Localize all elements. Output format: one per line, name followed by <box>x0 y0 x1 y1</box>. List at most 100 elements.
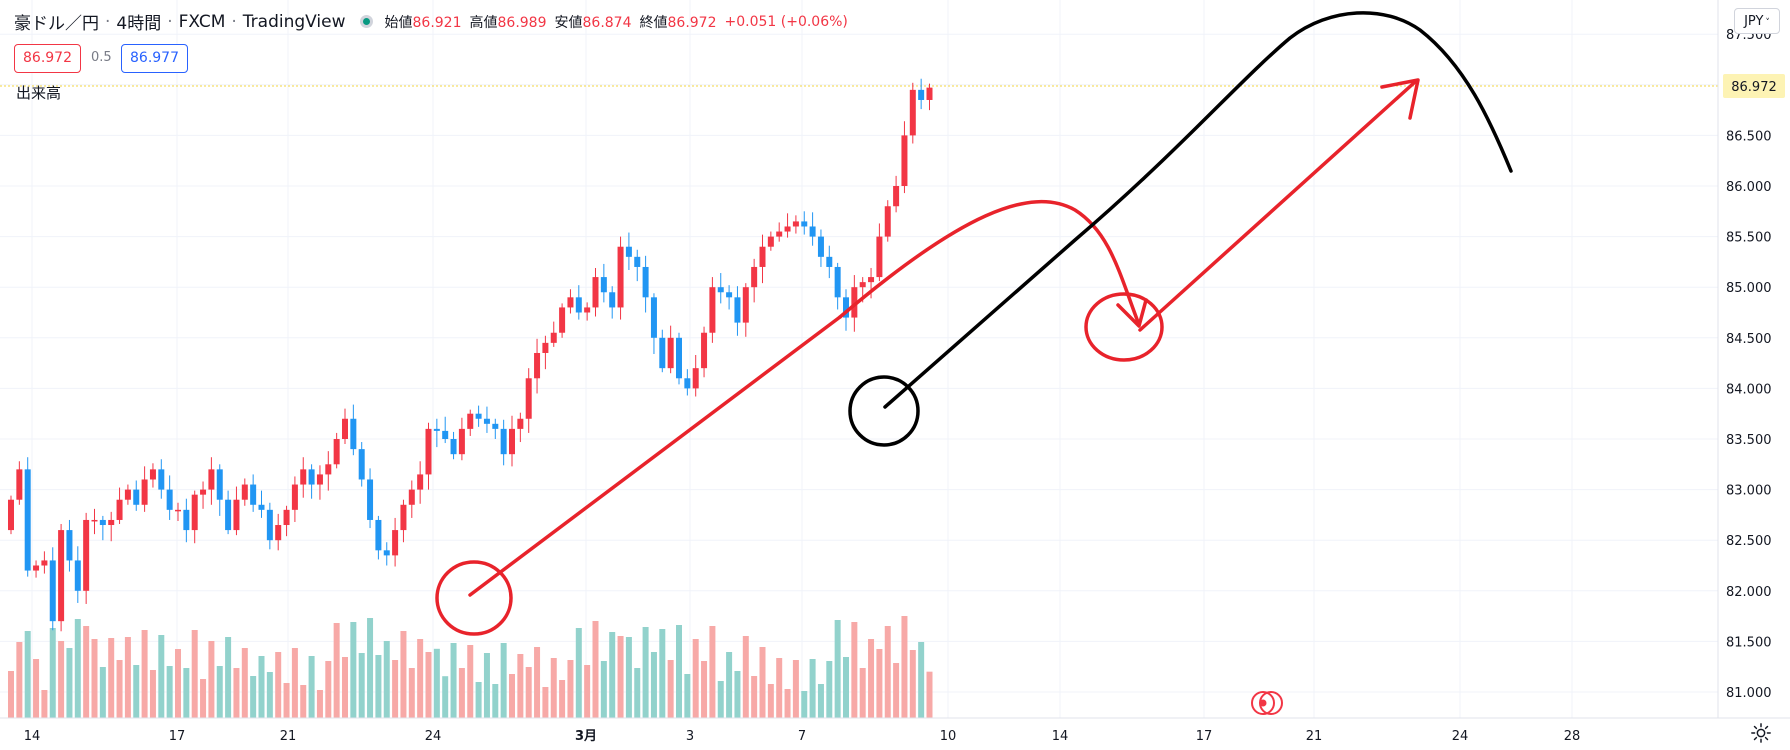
time-tick-label: 17 <box>169 729 186 744</box>
candle <box>567 289 574 314</box>
candle <box>300 457 307 498</box>
candle <box>542 335 549 370</box>
volume-bar <box>316 690 323 718</box>
low-label: 安値 <box>554 14 583 31</box>
time-tick-label: 24 <box>425 729 442 744</box>
candle <box>116 487 123 525</box>
symbol-header[interactable]: 豪ドル／円 · 4時間 · FXCM · TradingView 始値86.92… <box>14 9 848 35</box>
volume-bar <box>584 665 591 718</box>
last-price-tag: 86.972 <box>1723 74 1785 98</box>
volume-bar <box>767 684 774 718</box>
volume-indicator-label[interactable]: 出来高 <box>16 84 62 102</box>
candle <box>33 560 40 578</box>
volume-bar <box>408 668 415 718</box>
red-arc <box>838 199 1140 324</box>
volume-bar <box>634 668 641 718</box>
volume-bar <box>901 616 908 718</box>
low-value: 86.874 <box>582 14 632 31</box>
red-circle-right <box>1084 292 1164 362</box>
time-tick-label: 21 <box>280 729 297 744</box>
separator: · <box>167 11 173 32</box>
volume-bar <box>283 683 290 718</box>
ohlc-close: 終値86.972 <box>640 12 717 32</box>
volume-bar <box>642 627 649 718</box>
volume-bar <box>684 674 691 718</box>
candle <box>367 468 374 529</box>
volume-bar <box>534 647 541 718</box>
volume-bar <box>216 666 223 718</box>
candle <box>667 325 674 374</box>
volume-bar <box>333 623 340 718</box>
ask-price-button[interactable]: 86.977 <box>121 44 188 73</box>
time-axis[interactable]: 14 17 21 24 3月 3 7 10 14 17 21 24 28 <box>24 729 1581 744</box>
candle <box>650 293 657 354</box>
candle <box>884 200 891 242</box>
gear-icon[interactable] <box>1750 722 1772 744</box>
candle <box>200 481 207 509</box>
time-tick-label: 14 <box>24 729 41 744</box>
candle <box>609 286 616 319</box>
high-value: 86.989 <box>497 14 547 31</box>
candle <box>417 461 424 504</box>
candle <box>400 499 407 543</box>
candle <box>617 236 624 320</box>
change-value: +0.051 (+0.06%) <box>724 13 848 30</box>
time-tick-label: 14 <box>1052 729 1069 744</box>
bid-price-button[interactable]: 86.972 <box>14 44 81 73</box>
volume-bar <box>358 653 365 718</box>
volume-bar <box>817 684 824 718</box>
candle <box>183 498 190 543</box>
market-status-dot-icon[interactable] <box>359 15 373 28</box>
symbol-name[interactable]: 豪ドル／円 <box>14 14 99 34</box>
candle <box>208 457 215 505</box>
price-tick-label: 84.500 <box>1726 332 1772 347</box>
candle <box>250 474 257 512</box>
candle <box>809 212 816 246</box>
volume-bar <box>843 657 849 718</box>
volume-bar <box>525 667 532 718</box>
time-tick-label: 21 <box>1306 729 1323 744</box>
volume-bar <box>734 671 741 718</box>
candle <box>316 465 323 500</box>
volume-bar <box>458 668 465 718</box>
volume-bar <box>826 661 833 718</box>
volume-bar <box>375 655 382 718</box>
volume-bar <box>58 641 65 718</box>
volume-bar <box>116 660 123 718</box>
candle <box>659 329 666 373</box>
volume-bar <box>509 674 515 718</box>
candle <box>91 508 98 535</box>
volume-bar <box>500 643 507 718</box>
candle <box>149 463 156 488</box>
interval-label[interactable]: 4時間 <box>116 14 162 34</box>
currency-button[interactable]: JPY ˅ <box>1734 8 1780 34</box>
candle <box>258 490 265 518</box>
record-icon[interactable] <box>1250 688 1284 718</box>
volume-bar <box>49 628 56 718</box>
price-tick-label: 81.000 <box>1726 686 1772 701</box>
candle <box>291 476 298 522</box>
volume-bar <box>893 663 900 718</box>
candle <box>625 232 632 270</box>
candle <box>433 418 440 448</box>
volume-bar <box>467 645 474 718</box>
black-circle <box>848 375 920 447</box>
volume-bar <box>834 620 841 718</box>
candle <box>784 213 791 238</box>
separator: · <box>231 11 237 32</box>
candle <box>158 459 165 499</box>
candle <box>99 515 106 541</box>
candle <box>166 475 173 520</box>
candle <box>742 283 749 337</box>
volume-bar <box>291 648 298 718</box>
candle <box>233 486 240 536</box>
candle <box>550 321 557 347</box>
ohlc-open: 始値86.921 <box>385 12 462 32</box>
volume-bar <box>141 630 148 718</box>
volume-bar <box>308 656 315 718</box>
red-arc-arrowhead <box>1116 298 1148 328</box>
candle <box>826 245 833 279</box>
candle <box>66 519 73 572</box>
volume-bar <box>83 626 90 718</box>
